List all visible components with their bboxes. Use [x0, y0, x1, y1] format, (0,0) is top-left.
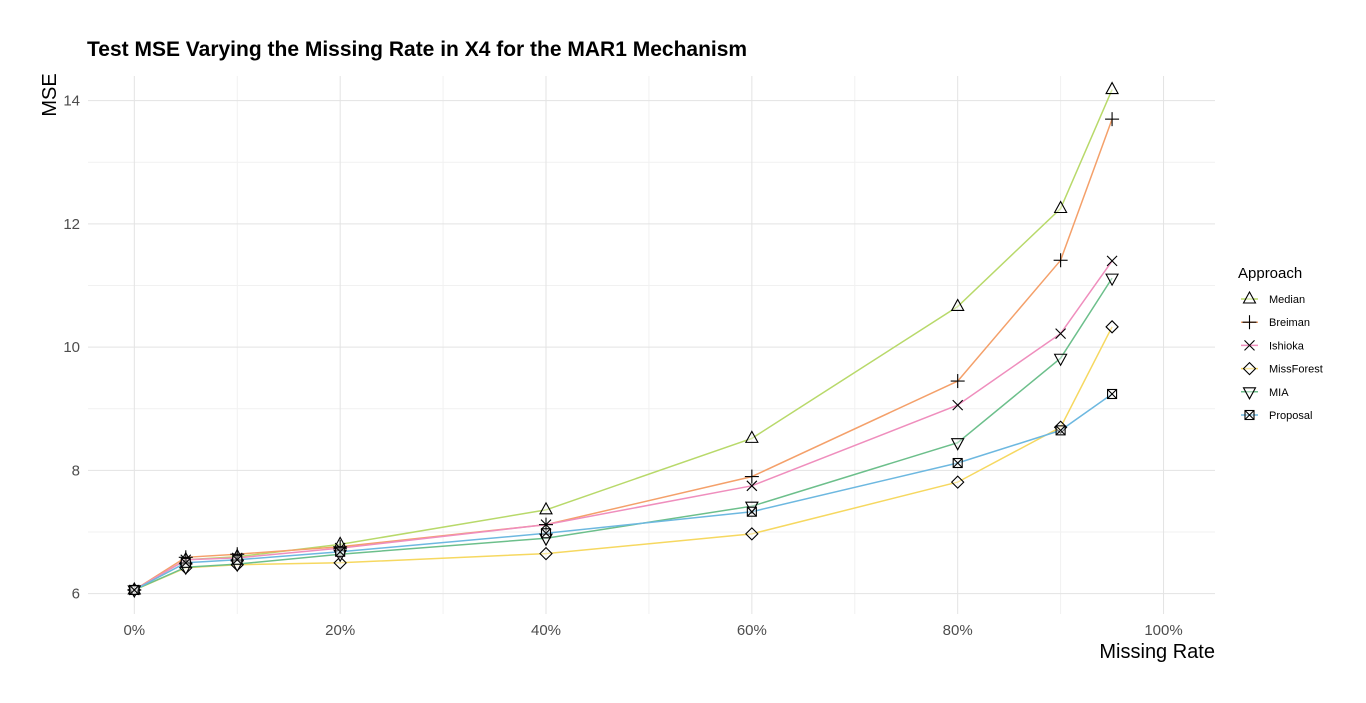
- data-point-proposal: [180, 557, 191, 568]
- legend-label: MIA: [1269, 387, 1289, 399]
- x-tick-label: 80%: [943, 622, 973, 639]
- legend-marker-ishioka: [1244, 340, 1255, 351]
- series-line-mia: [133, 277, 1113, 591]
- x-tick-label: 60%: [737, 622, 767, 639]
- x-tick-label: 40%: [531, 622, 561, 639]
- legend-marker-median: [1242, 290, 1257, 304]
- legend-item-proposal: Proposal: [1241, 409, 1312, 422]
- data-point-median: [950, 298, 965, 312]
- data-point-ishioka: [1106, 255, 1118, 267]
- data-point-ishioka: [1055, 328, 1067, 339]
- data-point-proposal: [1055, 425, 1066, 436]
- legend-marker-mia: [1242, 387, 1257, 400]
- y-tick-label: 10: [63, 339, 80, 356]
- data-point-proposal: [540, 528, 552, 539]
- legend-marker-breiman: [1242, 315, 1257, 330]
- chart-title: Test MSE Varying the Missing Rate in X4 …: [87, 38, 747, 61]
- data-point-ishioka: [952, 399, 964, 411]
- y-tick-label: 6: [72, 586, 80, 603]
- legend-label: Breiman: [1269, 317, 1310, 329]
- legend-label: Ishioka: [1269, 340, 1305, 352]
- legend-marker-proposal: [1244, 409, 1255, 421]
- legend-label: MissForest: [1269, 364, 1323, 376]
- x-tick-label: 20%: [325, 622, 355, 639]
- legend-label: Proposal: [1269, 410, 1312, 422]
- data-point-proposal: [129, 584, 140, 596]
- data-point-median: [1105, 81, 1120, 95]
- data-point-median: [1053, 200, 1068, 214]
- data-point-proposal: [746, 506, 757, 517]
- x-tick-label: 0%: [123, 622, 145, 639]
- series-line-breiman: [133, 118, 1113, 591]
- data-point-missforest: [539, 546, 553, 561]
- data-point-missforest: [745, 527, 759, 541]
- legend-marker-missforest: [1242, 361, 1257, 376]
- y-tick-label: 12: [63, 216, 80, 233]
- legend-item-mia: MIA: [1241, 387, 1289, 400]
- data-point-ishioka: [746, 480, 758, 492]
- data-point-breiman: [1105, 112, 1120, 127]
- data-point-missforest: [950, 475, 965, 489]
- data-point-ishioka: [334, 542, 346, 554]
- data-point-missforest: [1105, 320, 1119, 334]
- y-axis-label: MSE: [39, 73, 61, 116]
- legend-item-breiman: Breiman: [1241, 315, 1310, 330]
- legend-item-median: Median: [1241, 290, 1305, 306]
- data-point-breiman: [1053, 253, 1068, 268]
- series-line-median: [133, 89, 1113, 591]
- x-axis-label: Missing Rate: [1099, 641, 1215, 663]
- legend-item-ishioka: Ishioka: [1241, 340, 1305, 352]
- x-tick-label: 100%: [1144, 622, 1182, 639]
- data-point-mia: [1053, 353, 1068, 367]
- data-point-missforest: [1053, 420, 1068, 435]
- data-point-proposal: [335, 546, 346, 557]
- legend: Approach Median Breiman Ishioka MissForest M…: [1238, 265, 1323, 422]
- data-point-median: [539, 501, 553, 515]
- data-point-missforest: [333, 556, 347, 570]
- data-point-ishioka: [540, 519, 552, 531]
- data-point-median: [744, 430, 759, 443]
- y-axis-ticks: 6 8 10 12 14: [63, 93, 80, 603]
- series-group: [127, 81, 1120, 599]
- legend-item-missforest: MissForest: [1241, 361, 1323, 376]
- data-point-ishioka: [231, 552, 243, 564]
- data-point-mia: [1105, 273, 1120, 287]
- data-point-proposal: [952, 457, 963, 469]
- grid: [88, 76, 1215, 614]
- y-tick-label: 14: [63, 93, 80, 110]
- y-tick-label: 8: [72, 462, 80, 479]
- data-point-proposal: [1107, 388, 1118, 400]
- data-point-breiman: [950, 374, 965, 389]
- data-point-mia: [950, 438, 965, 451]
- data-point-proposal: [232, 554, 243, 565]
- legend-title: Approach: [1238, 265, 1302, 282]
- x-axis-ticks: 0% 20% 40% 60% 80% 100%: [123, 622, 1182, 639]
- data-point-breiman: [744, 469, 759, 484]
- series-line-ishioka: [133, 260, 1113, 591]
- legend-label: Median: [1269, 294, 1305, 306]
